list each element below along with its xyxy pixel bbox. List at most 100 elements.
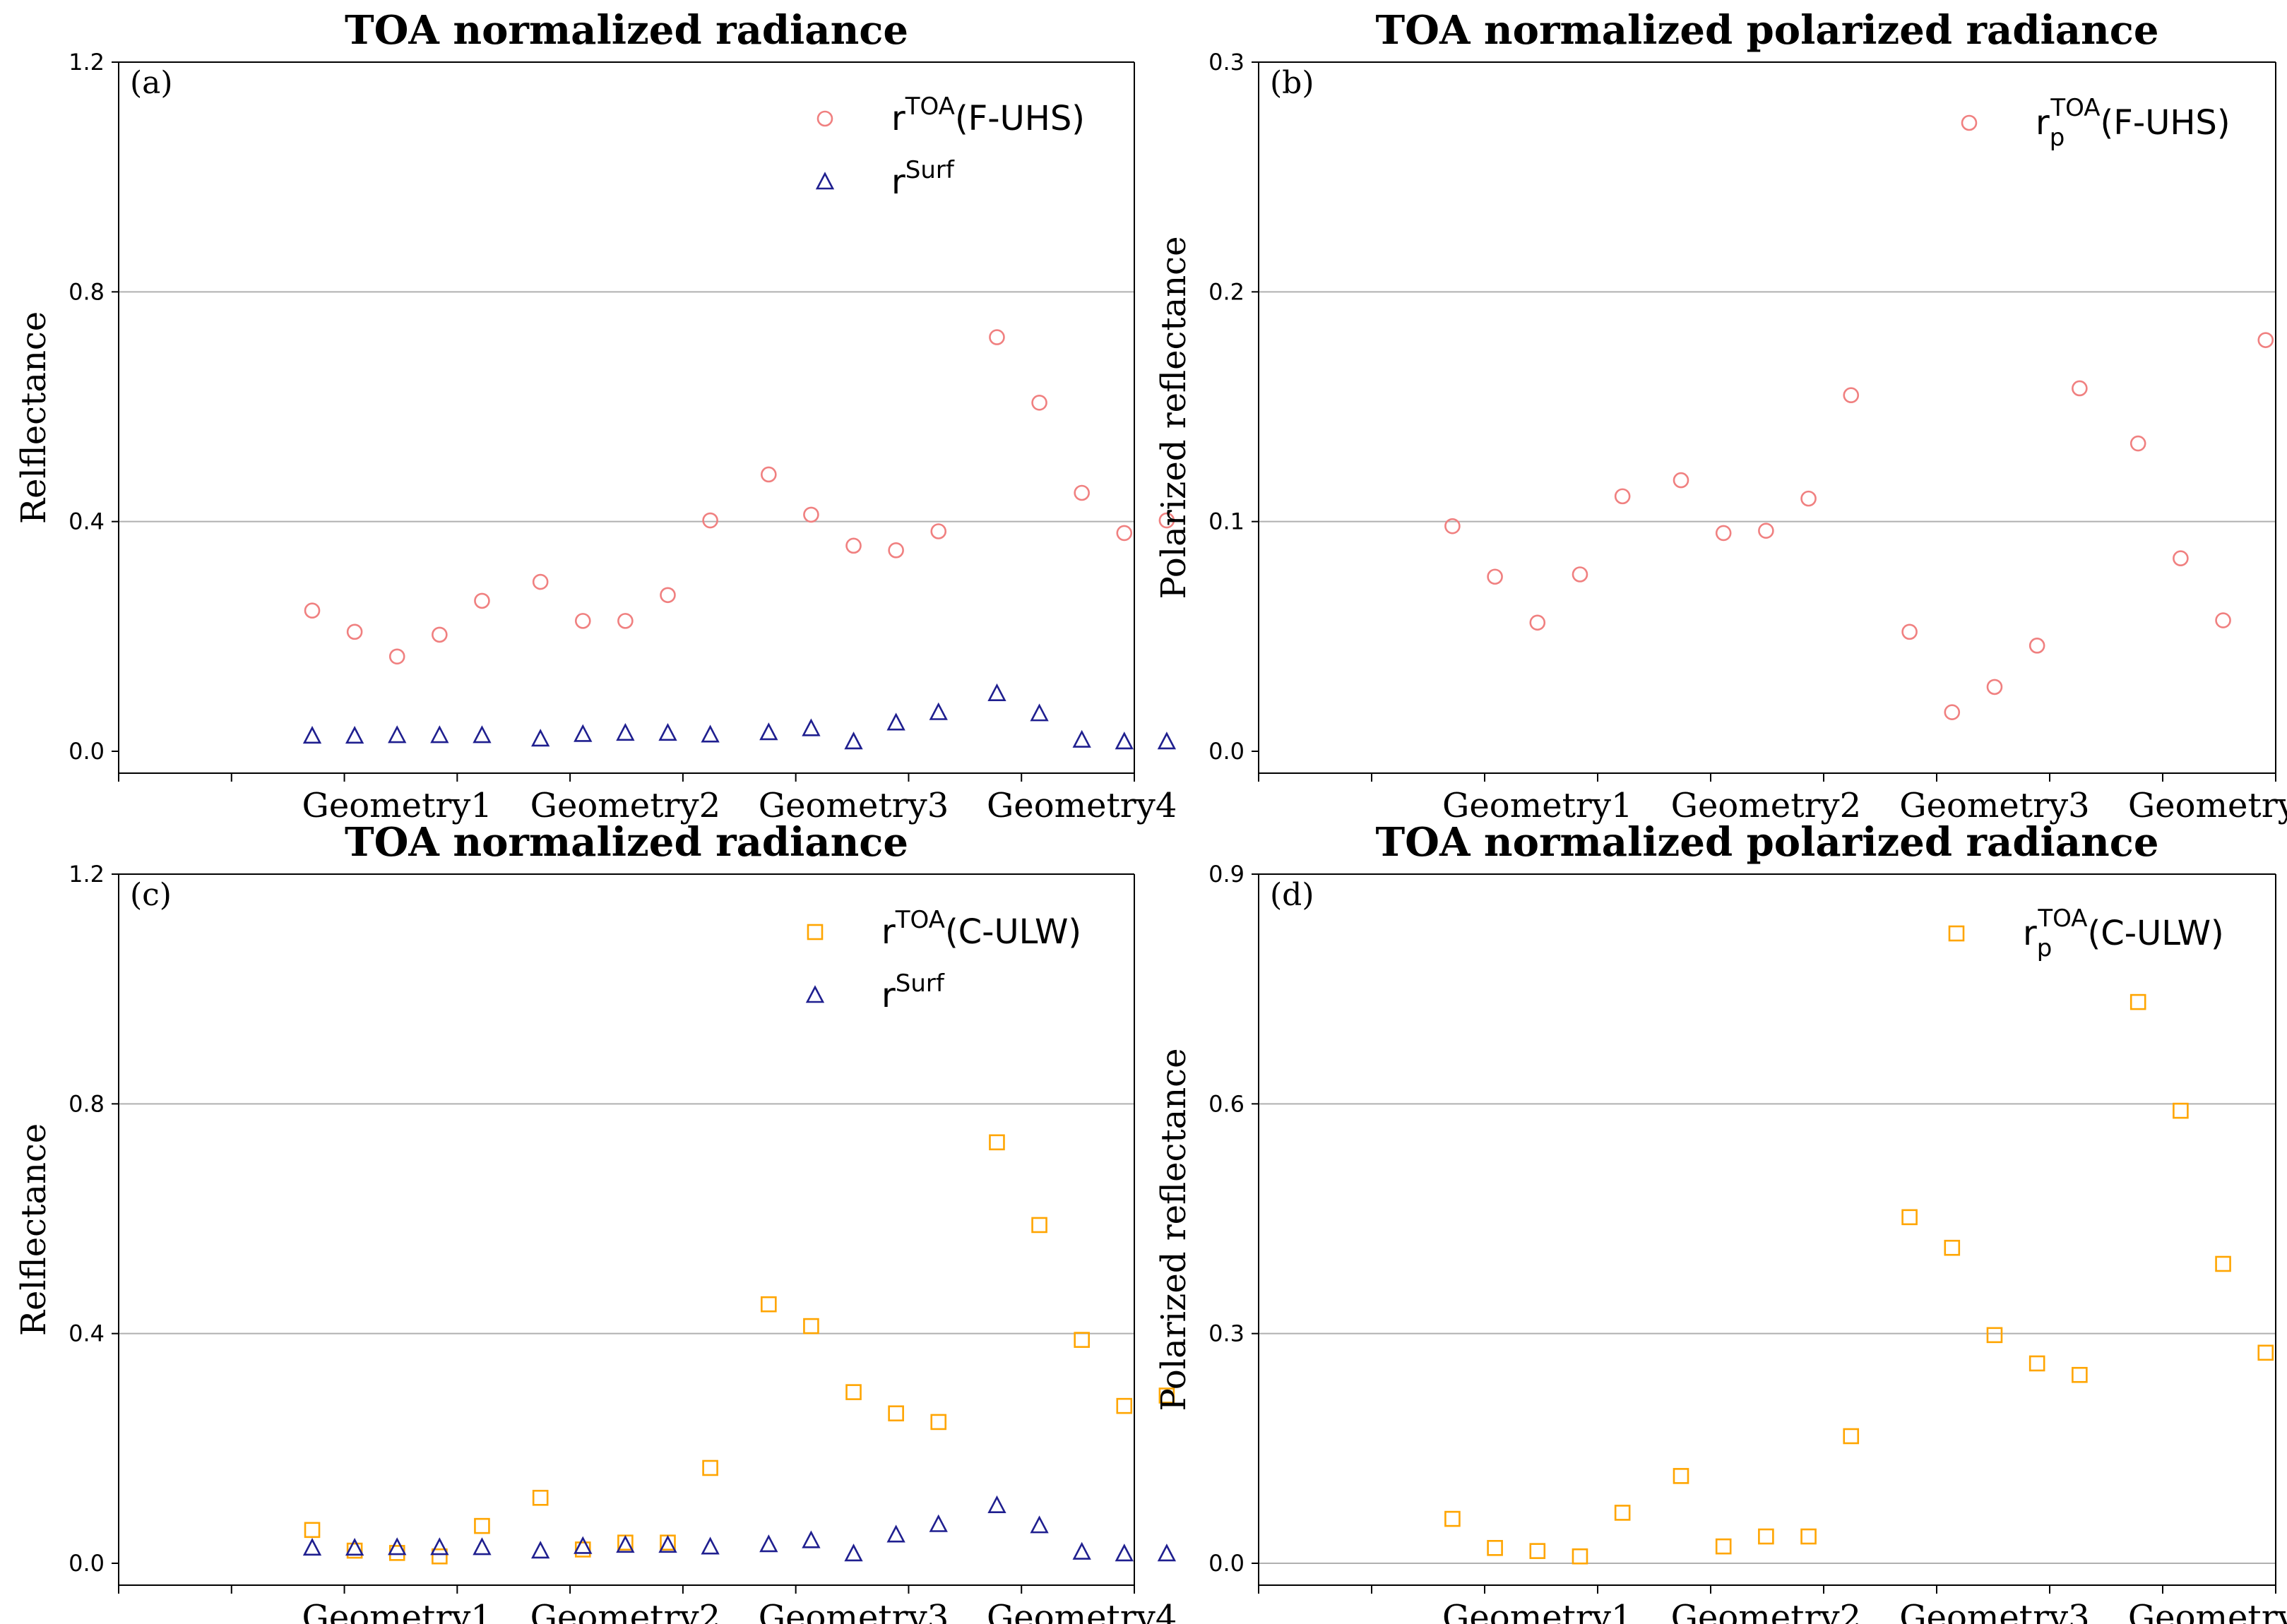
- y-tick-label: 0.0: [1208, 1550, 1245, 1577]
- y-tick-label: 0.9: [1208, 861, 1245, 888]
- data-point: [574, 613, 591, 629]
- data-point: [1944, 704, 1961, 720]
- data-point: [888, 1405, 904, 1422]
- y-axis-label: Polarized reflectance: [1154, 237, 1194, 599]
- data-point: [886, 712, 905, 731]
- y-tick-label: 1.2: [69, 861, 105, 888]
- data-point: [802, 1530, 821, 1548]
- data-point: [1487, 568, 1503, 585]
- data-point: [1115, 1544, 1134, 1562]
- y-tick-label: 0.6: [1208, 1090, 1245, 1117]
- data-point: [2072, 1366, 2088, 1383]
- data-point: [989, 1134, 1005, 1151]
- data-point: [1444, 518, 1461, 535]
- data-point: [761, 1296, 777, 1313]
- data-point: [432, 626, 448, 643]
- data-point: [345, 726, 364, 744]
- x-tick-label: Geometry3: [759, 786, 949, 825]
- data-point: [574, 1541, 591, 1558]
- y-axis-label: Relflectance: [14, 1123, 54, 1336]
- data-point: [1944, 1239, 1961, 1256]
- data-point: [702, 512, 718, 529]
- data-point: [1072, 729, 1091, 748]
- y-axis-label: Relflectance: [14, 311, 54, 524]
- data-point: [2257, 1344, 2274, 1361]
- data-point: [304, 1522, 321, 1539]
- x-tick-label: Geometry3: [1899, 786, 2089, 825]
- data-point: [2257, 332, 2274, 348]
- data-point: [2028, 1355, 2045, 1372]
- data-point: [346, 623, 363, 640]
- data-point: [302, 726, 322, 744]
- data-point: [930, 1414, 947, 1431]
- data-point: [1843, 387, 1860, 404]
- data-point: [1614, 488, 1631, 505]
- data-point: [616, 722, 635, 741]
- x-tick-label: Geometry1: [1442, 786, 1632, 825]
- x-tick-label: Geometry1: [302, 1598, 492, 1624]
- data-point: [660, 587, 676, 604]
- legend-label: rTOA(C-ULW): [881, 906, 1081, 952]
- data-point: [845, 537, 862, 554]
- y-tick-label: 1.2: [69, 49, 105, 76]
- data-point: [1157, 1544, 1177, 1562]
- data-point: [1158, 512, 1175, 529]
- data-point: [474, 592, 490, 609]
- data-point: [1529, 1543, 1546, 1559]
- y-tick-label: 0.8: [69, 1090, 105, 1117]
- data-point: [1030, 1515, 1049, 1534]
- y-tick-label: 0.3: [1208, 1320, 1245, 1347]
- data-point: [532, 573, 549, 590]
- data-point: [1487, 1540, 1503, 1556]
- data-point: [2215, 612, 2231, 628]
- data-point: [802, 718, 821, 736]
- data-point: [473, 725, 492, 744]
- chart-panel-d: 0.0 0.3 0.6 0.9 Geometry1 Geometry2 Geometry3 G…: [1154, 819, 2287, 1624]
- y-tick-label: 0.2: [1208, 278, 1245, 305]
- x-tick-label: Geometry2: [530, 786, 720, 825]
- y-tick-label: 0.8: [69, 278, 105, 305]
- legend-marker: [805, 985, 825, 1003]
- data-point: [474, 1517, 490, 1534]
- y-tick-label: 0.3: [1208, 49, 1245, 76]
- data-point: [345, 1538, 364, 1556]
- data-point: [702, 1459, 718, 1476]
- chart-panel-a: 0.0 0.4 0.8 1.2 Geometry1 Geometry2 Geometry3 G…: [14, 7, 1177, 825]
- data-point: [574, 1536, 593, 1554]
- legend-marker: [1948, 925, 1965, 942]
- data-point: [929, 702, 948, 720]
- x-tick-label: Geometry4: [2128, 786, 2287, 825]
- panel-label: (c): [130, 877, 172, 913]
- data-point: [1031, 395, 1047, 411]
- data-point: [1115, 732, 1134, 750]
- data-point: [803, 1318, 819, 1335]
- legend-label: rTOA(F-UHS): [891, 92, 1085, 138]
- chart-panel-b: 0.0 0.1 0.2 0.3 Geometry1 Geometry2 Geometry3 G…: [1154, 7, 2287, 825]
- data-point: [1986, 679, 2003, 695]
- data-point: [1800, 490, 1817, 507]
- y-tick-label: 0.0: [1208, 738, 1245, 765]
- data-point: [2028, 638, 2045, 654]
- data-point: [302, 1538, 322, 1556]
- y-axis-label: Polarized reflectance: [1154, 1049, 1194, 1411]
- x-tick-label: Geometry4: [2128, 1598, 2287, 1624]
- y-tick-label: 0.4: [69, 508, 105, 535]
- x-tick-label: Geometry4: [987, 786, 1177, 825]
- data-point: [845, 1384, 862, 1400]
- legend-label: rpTOA(C-ULW): [2023, 904, 2224, 962]
- data-point: [1800, 1528, 1817, 1545]
- data-point: [617, 613, 634, 629]
- data-point: [1572, 566, 1588, 583]
- data-point: [1074, 1332, 1090, 1348]
- data-point: [1116, 1397, 1133, 1414]
- data-point: [2173, 550, 2189, 567]
- data-point: [388, 648, 405, 665]
- x-tick-label: Geometry1: [302, 786, 492, 825]
- data-point: [531, 1541, 550, 1559]
- data-point: [701, 724, 720, 743]
- data-point: [1901, 1209, 1918, 1226]
- data-point: [430, 1537, 449, 1556]
- x-tick-label: Geometry2: [530, 1598, 720, 1624]
- data-point: [531, 729, 550, 747]
